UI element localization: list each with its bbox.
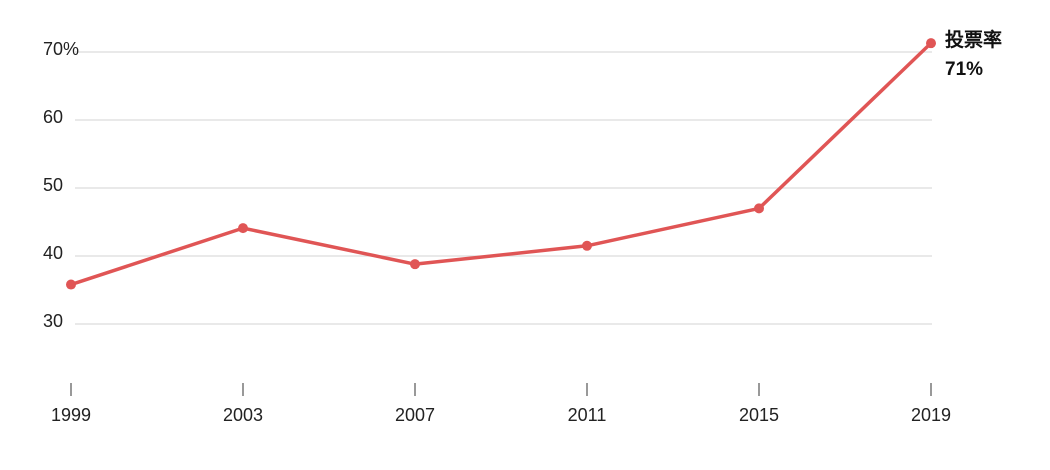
value-label: 71% <box>945 59 983 80</box>
y-tick-label: 40 <box>43 243 63 263</box>
x-tick-label: 2015 <box>739 405 779 425</box>
point <box>410 259 420 270</box>
point <box>582 240 592 251</box>
y-tick-label: 70% <box>43 39 79 59</box>
point <box>754 203 764 214</box>
point <box>66 279 76 290</box>
line <box>70 41 933 287</box>
x-tick-label: 2003 <box>223 405 263 425</box>
x-tick-label: 2011 <box>568 405 607 425</box>
x-tick-label: 2007 <box>395 405 435 425</box>
x-tick-label: 1999 <box>51 405 91 425</box>
y-tick-label: 60 <box>43 107 63 127</box>
series-label: 投票率 <box>945 28 1002 51</box>
point <box>238 223 248 234</box>
x-tick-label: 2019 <box>911 405 951 425</box>
y-tick-label: 50 <box>43 175 63 195</box>
y-tick-label: 30 <box>43 311 63 331</box>
point <box>926 38 936 49</box>
